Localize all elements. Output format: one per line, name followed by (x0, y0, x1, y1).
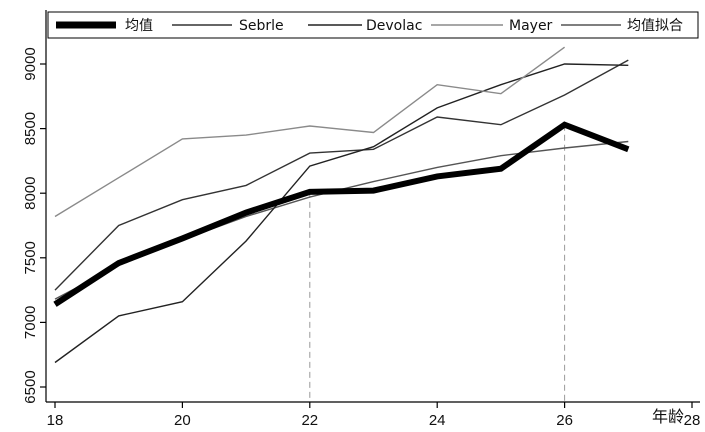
y-tick-label: 8500 (22, 112, 39, 145)
legend-label-2: Devolac (366, 18, 422, 34)
y-ticks: 6500 7000 7500 8000 8500 9000 (22, 47, 46, 404)
x-axis-title: 年龄 (652, 407, 684, 426)
x-ticks: 18 20 22 24 26 28 (47, 402, 701, 429)
series-line-1 (54, 59, 629, 291)
series-layer (53, 46, 630, 364)
legend-label-4: 均值拟合 (627, 18, 683, 34)
x-tick-label: 26 (556, 412, 573, 429)
y-tick-label: 8000 (22, 177, 39, 210)
x-tick-label: 18 (47, 412, 64, 429)
y-tick-label: 6500 (22, 370, 39, 403)
y-tick-label: 7000 (22, 306, 39, 339)
legend-label-3: Mayer (509, 18, 553, 34)
series-line-4 (54, 140, 629, 300)
legend-label-0: 均值 (125, 18, 153, 34)
x-tick-label: 22 (301, 412, 318, 429)
axes (45, 10, 700, 403)
reference-lines (309, 124, 566, 402)
x-tick-label: 28 (684, 412, 701, 429)
legend-label-1: Sebrle (239, 18, 284, 34)
y-tick-label: 7500 (22, 241, 39, 274)
legend: 均值 Sebrle Devolac Mayer 均值拟合 (47, 11, 699, 39)
series-line-3 (54, 46, 566, 218)
x-tick-label: 20 (174, 412, 191, 429)
x-tick-label: 24 (429, 412, 446, 429)
series-line-2 (54, 63, 629, 364)
y-tick-label: 9000 (22, 47, 39, 80)
series-line-0 (53, 121, 630, 307)
